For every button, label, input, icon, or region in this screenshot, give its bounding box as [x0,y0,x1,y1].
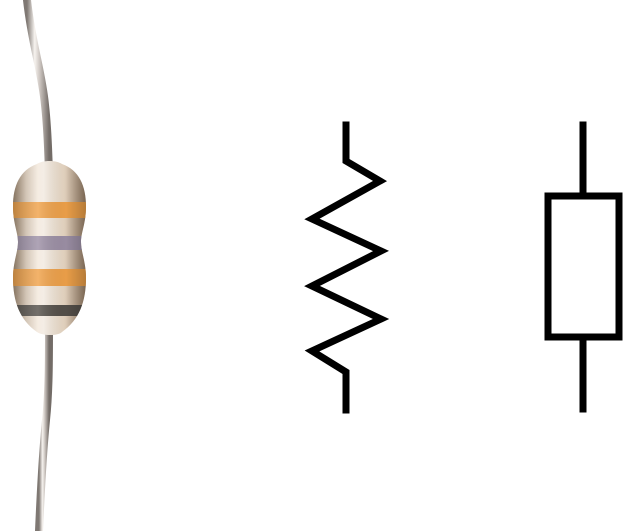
resistor-body [13,161,86,335]
resistor-photo-icon [13,0,86,531]
resistor-zigzag-symbol-icon [304,121,390,414]
resistor-box-symbol-icon [544,121,623,413]
resistor-lead-bottom [35,321,53,531]
resistor-lead-top [23,0,53,176]
